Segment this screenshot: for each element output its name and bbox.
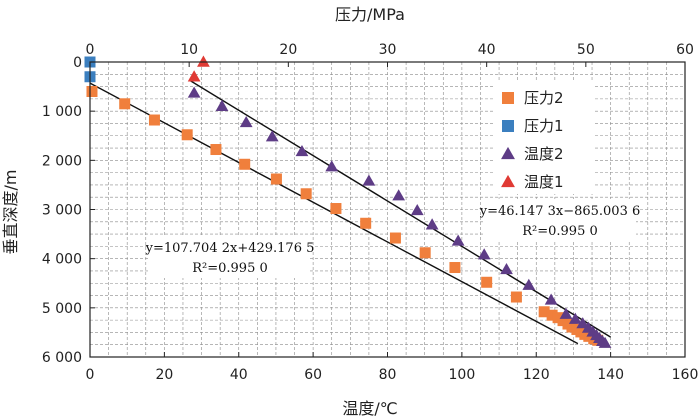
data-point (265, 130, 279, 142)
data-point (538, 306, 550, 318)
x-tick-label-bottom: 60 (304, 367, 322, 383)
top-axis-title: 压力/MPa (335, 5, 405, 24)
legend-marker (502, 92, 514, 104)
data-point (295, 145, 309, 157)
x-tick-label-bottom: 100 (449, 367, 476, 383)
data-point (568, 312, 582, 324)
x-tick-label-bottom: 40 (230, 367, 248, 383)
x-tick-label-top: 10 (180, 42, 198, 58)
x-tick-label-bottom: 80 (379, 367, 397, 383)
data-point (197, 55, 210, 67)
data-point (86, 86, 98, 97)
x-tick-label-bottom: 120 (523, 367, 550, 383)
data-point (481, 276, 493, 288)
legend-items: 压力2 压力1 温度2 温度1 (501, 89, 564, 191)
legend-label: 温度1 (524, 173, 564, 191)
data-point (451, 234, 465, 246)
data-point (270, 173, 282, 185)
x-tick-label-top: 60 (676, 42, 694, 58)
fit-equation-temperature: y=46.147 3x−865.003 6 (479, 204, 641, 219)
data-point (559, 307, 573, 319)
x-tick-label-bottom: 140 (597, 367, 624, 383)
legend-marker (501, 146, 515, 160)
y-tick-label: 2 000 (42, 153, 82, 169)
data-point (425, 218, 439, 230)
legend-label: 压力1 (524, 117, 564, 135)
y-tick-label: 0 (73, 55, 82, 71)
x-tick-label-top: 50 (577, 42, 595, 58)
x-tick-label-top: 30 (379, 42, 397, 58)
data-point (360, 217, 372, 229)
fit-label-pressure-background (150, 236, 310, 278)
data-point (181, 129, 193, 141)
y-tick-label: 5 000 (42, 301, 82, 317)
legend-label: 压力2 (524, 89, 564, 107)
fit-label-temperature: y=46.147 3x−865.003 6 R²=0.995 0 (479, 199, 641, 241)
x-tick-label-bottom: 160 (672, 367, 699, 383)
data-point (544, 293, 558, 305)
bottom-axis-title: 温度/℃ (342, 399, 397, 418)
data-point (330, 203, 342, 215)
y-tick-label: 4 000 (42, 252, 82, 268)
x-tick-label-bottom: 20 (155, 367, 173, 383)
data-point (598, 336, 612, 348)
fit-r2-pressure: R²=0.995 0 (192, 261, 268, 276)
x-tick-label-bottom: 0 (86, 367, 95, 383)
data-point (187, 70, 201, 82)
data-point (187, 86, 201, 98)
data-point (392, 189, 406, 201)
data-point (239, 115, 253, 128)
x-tick-label-top: 0 (86, 42, 95, 58)
data-point (546, 309, 558, 321)
data-point (389, 232, 401, 244)
data-point (419, 247, 431, 259)
y-tick-label: 6 000 (42, 350, 82, 366)
x-tick-label-top: 20 (279, 42, 297, 58)
x-tick-label-top: 40 (478, 42, 496, 58)
data-point (522, 278, 536, 290)
y-tick-label: 3 000 (42, 203, 82, 219)
fit-r2-temperature: R²=0.995 0 (522, 224, 598, 239)
data-point (362, 174, 376, 186)
data-point (325, 160, 339, 172)
legend-label: 温度2 (524, 145, 564, 163)
data-point (500, 263, 513, 275)
legend-marker (502, 120, 514, 132)
data-point (410, 204, 424, 216)
fit-equation-pressure: y=107.704 2x+429.176 5 (145, 241, 315, 256)
data-point (449, 262, 461, 274)
y-axis-title: 垂直深度/m (1, 170, 20, 255)
fit-label-temperature-background (484, 199, 636, 241)
y-tick-label: 1 000 (42, 104, 82, 120)
fit-line-temperature (190, 80, 611, 338)
data-point (215, 99, 229, 111)
data-point (300, 188, 312, 200)
fit-label-pressure: y=107.704 2x+429.176 5 R²=0.995 0 (145, 236, 315, 278)
data-point (119, 98, 131, 110)
axis-ticks: 0 20 40 60 80 100 120 140 160 0 10 20 30 40 50 60 0 1 000… (42, 42, 698, 383)
legend-marker (501, 174, 515, 188)
data-point (576, 317, 590, 329)
data-point (477, 248, 491, 260)
legend: 压力2 压力1 温度2 温度1 (494, 82, 594, 194)
data-point (148, 114, 160, 126)
data-point (210, 144, 222, 156)
data-point (510, 291, 522, 303)
data-point (239, 158, 251, 170)
